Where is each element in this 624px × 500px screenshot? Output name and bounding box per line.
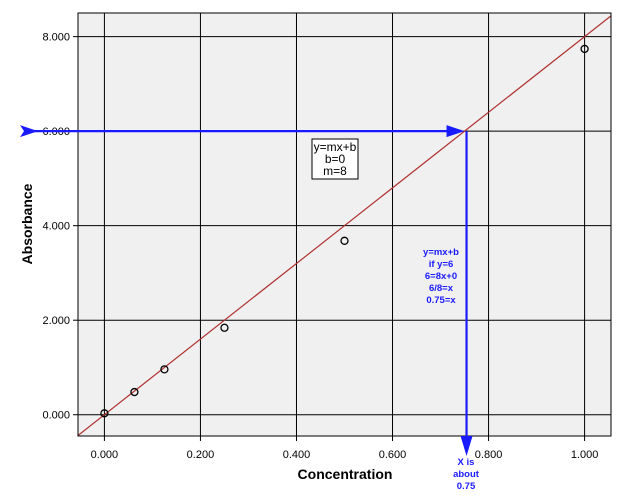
data-point [340,236,349,245]
x-tick-label: 1.000 [571,449,599,461]
equation-line: b=0 [325,152,346,166]
y-tick-label: 2.000 [42,315,70,327]
y-target-marker-icon [20,125,38,138]
x-axis-title: Concentration [298,466,393,482]
equation-line: m=8 [323,164,347,178]
x-tick-label: 0.000 [91,449,119,461]
x-tick-label: 0.600 [379,449,407,461]
result-label: 0.75 [457,481,476,492]
x-tick-label: 0.200 [187,449,215,461]
arrow-head-down-icon [460,436,473,456]
solution-step: 6=8x+0 [425,271,457,282]
arrow-head-right-icon [446,125,465,138]
solution-step: 0.75=x [426,295,456,306]
plot-frame [77,12,612,437]
y-tick-label: 0.000 [42,410,70,422]
data-point [580,44,589,54]
x-tick-label: 0.800 [475,449,503,461]
result-label: X is [458,457,475,468]
y-tick-label: 8.000 [42,32,70,44]
data-point [100,409,109,418]
y-tick-label: 4.000 [42,221,70,233]
equation-line: y=mx+b [314,140,357,154]
equation-box [311,138,359,180]
data-point [160,365,169,374]
solution-step: 6/8=x [429,283,454,294]
data-point [220,323,229,332]
y-axis-title: Absorbance [19,183,35,264]
solution-step: y=mx+b [423,247,459,258]
x-tick-label: 0.400 [283,449,311,461]
data-point [130,387,139,397]
fit-line [78,15,611,436]
result-label: about [453,469,480,480]
solution-step: if y=6 [429,259,454,270]
